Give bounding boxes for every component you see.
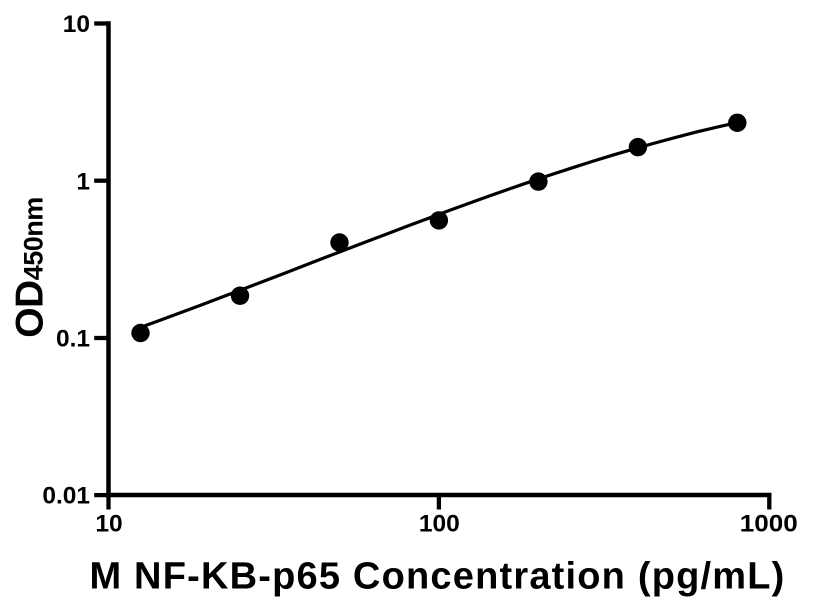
svg-text:M NF-KB-p65 Concentration (pg/: M NF-KB-p65 Concentration (pg/mL) [89, 556, 785, 598]
svg-text:OD450nm: OD450nm [9, 197, 52, 338]
svg-text:1000: 1000 [740, 510, 798, 537]
svg-text:10: 10 [95, 510, 122, 537]
svg-text:100: 100 [419, 510, 460, 537]
svg-text:1: 1 [76, 168, 90, 195]
svg-text:10: 10 [63, 11, 90, 38]
svg-text:0.1: 0.1 [56, 326, 90, 353]
svg-text:0.01: 0.01 [42, 483, 90, 510]
